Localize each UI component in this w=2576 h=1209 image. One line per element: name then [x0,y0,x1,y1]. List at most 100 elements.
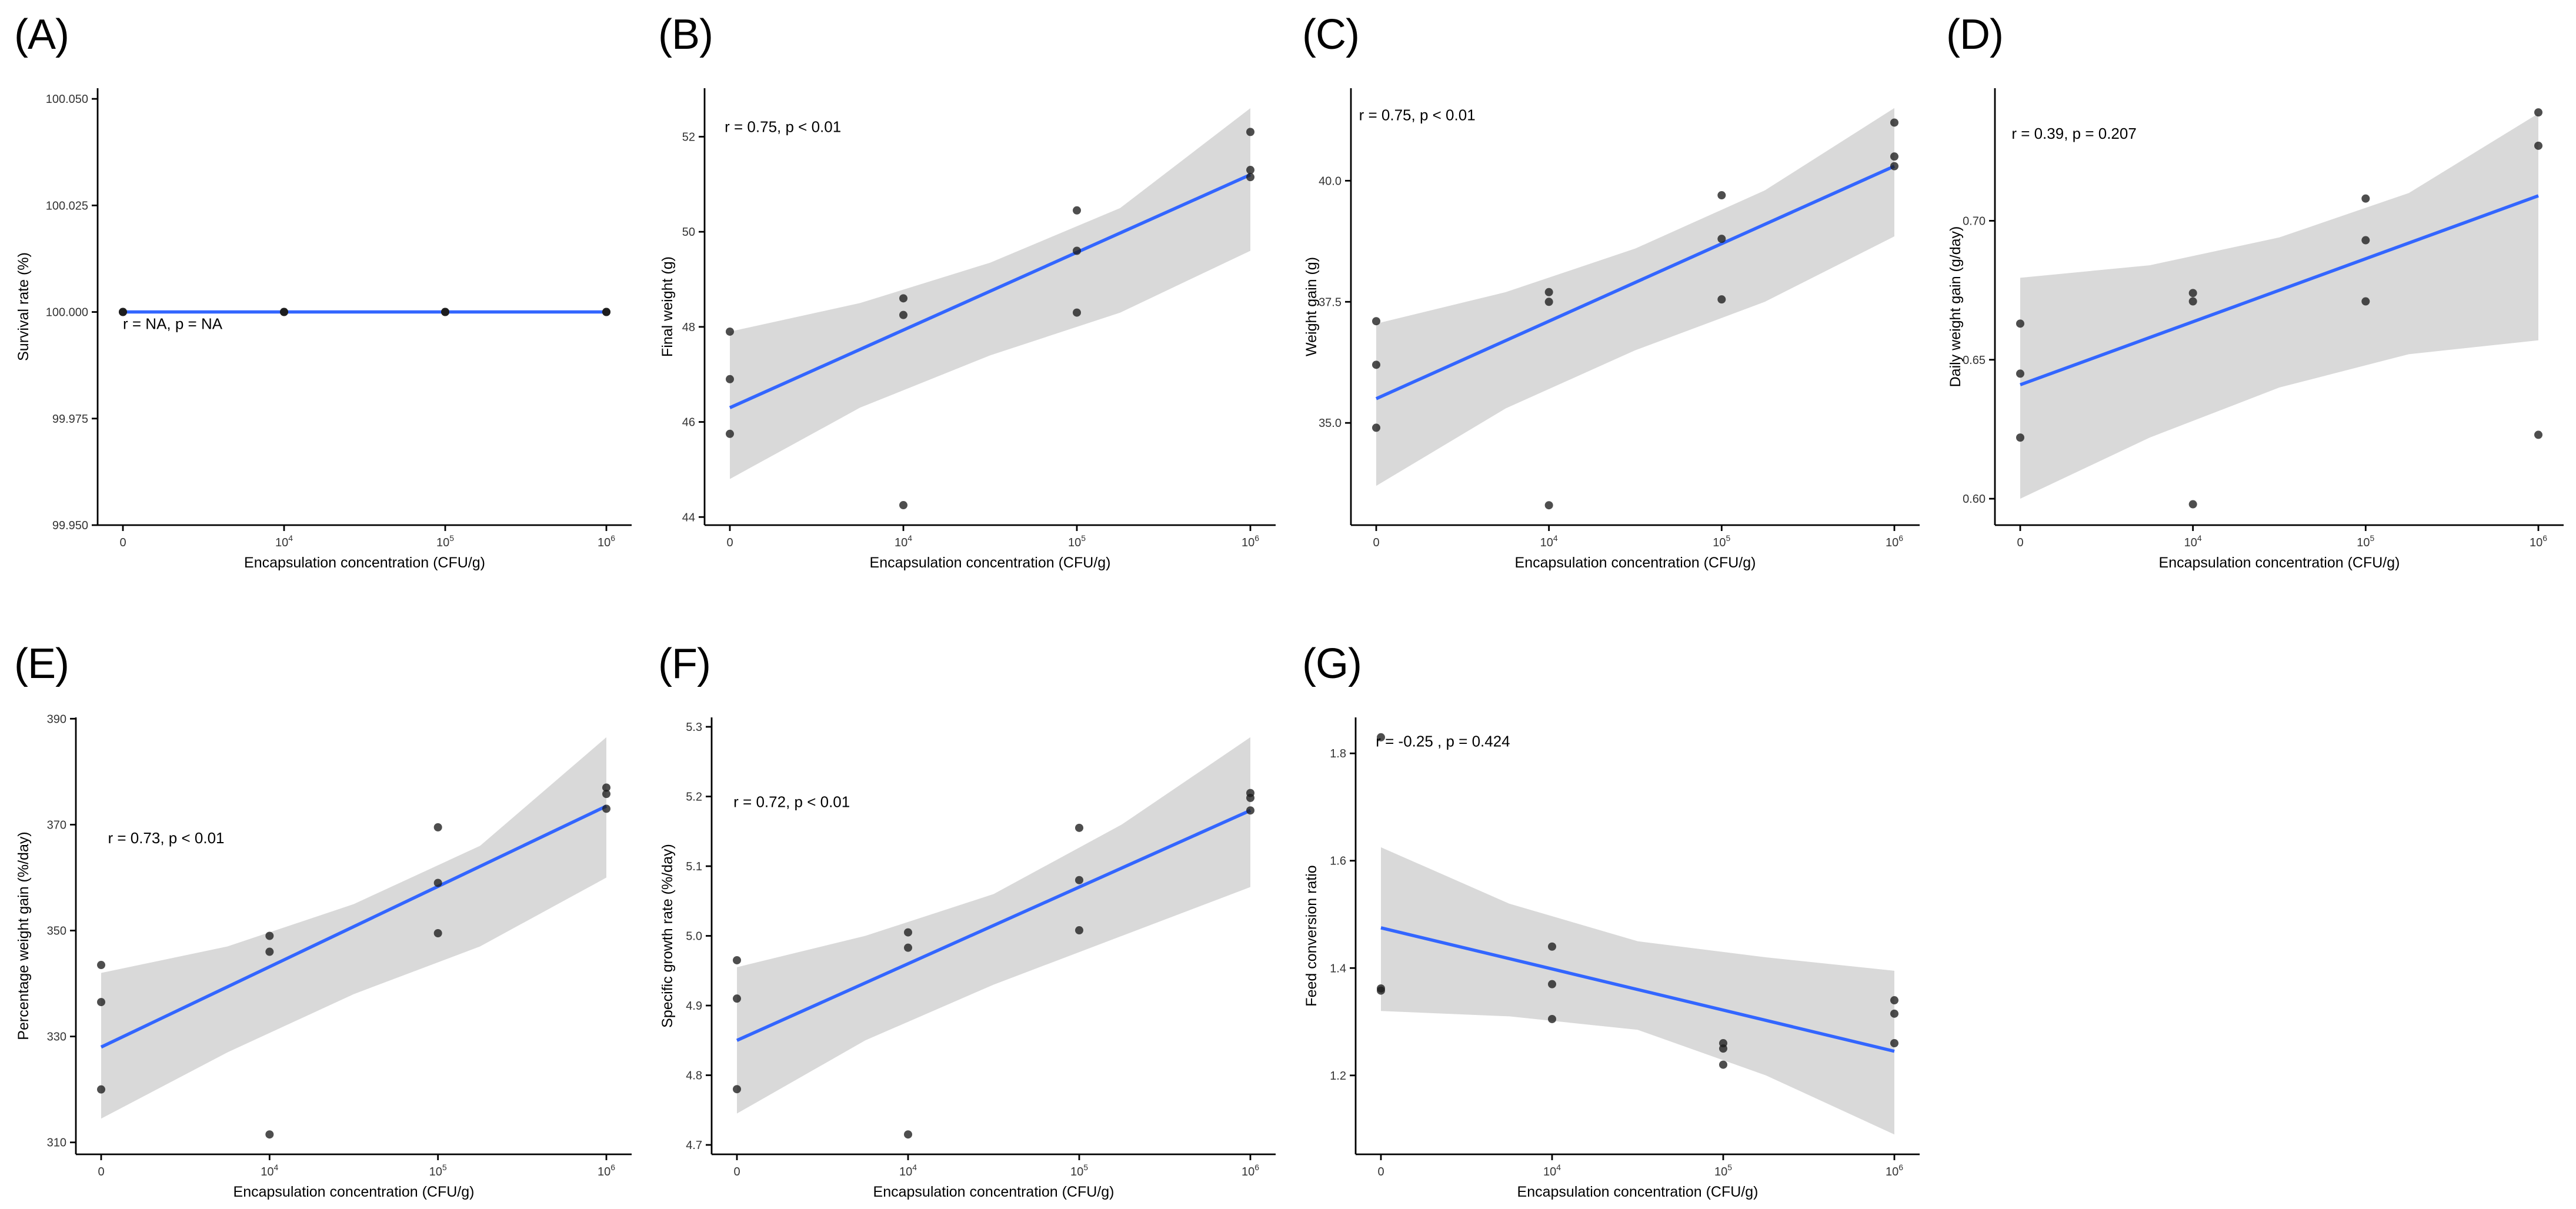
panel-label-e: (E) [14,640,69,687]
x-tick-label: 0 [726,536,733,549]
data-point [265,931,274,940]
x-tick-label: 105 [1068,533,1086,549]
y-tick-label: 40.0 [1319,175,1342,188]
x-tick-label: 104 [1543,1163,1561,1178]
data-point [119,308,127,316]
data-point [2016,369,2024,378]
data-point [265,1130,274,1139]
x-tick-label: 104 [895,533,912,549]
data-point [1890,1009,1898,1018]
data-point [1246,793,1254,802]
x-tick-label: 0 [98,1165,104,1178]
y-tick-label: 35.0 [1319,417,1342,430]
x-tick-label: 0 [1373,536,1379,549]
x-tick-label: 105 [1713,533,1730,549]
data-point [1717,295,1726,304]
y-tick-label: 52 [682,131,695,143]
data-point [904,1130,912,1139]
x-tick-label: 106 [598,533,615,549]
percentage-weight-gain-chart: 310 330 350 370 390 0 104 105 106 Encapsulation c… [15,713,632,1200]
y-tick-label: 1.2 [1330,1070,1346,1083]
y-axis-title: Weight gain (g) [1303,257,1320,356]
data-point [1544,298,1553,306]
data-point [1890,118,1898,127]
data-point [904,928,912,937]
weight-gain-chart: 35.0 37.5 40.0 0 104 105 106 Encapsulation conc… [1303,88,1920,571]
y-tick-label: 46 [682,416,695,429]
x-axis-title: Encapsulation concentration (CFU/g) [873,1184,1115,1200]
y-tick-label: 37.5 [1319,296,1342,309]
regression-line [1380,926,1895,1053]
panel-a: 99.950 99.975 100.000 100.025 100.050 0 104 105… [0,0,644,604]
data-point [97,1085,105,1094]
data-point [602,790,610,799]
y-tick-label: 48 [682,321,695,334]
regression-line [100,804,608,1049]
y-tick-label: 44 [682,511,695,524]
correlation-annotation: r = -0.25 , p = 0.424 [1376,732,1510,750]
data-point [1372,360,1380,369]
y-axis-title: Daily weight gain (g/day) [1947,226,1964,388]
data-point [899,310,907,319]
correlation-annotation: r = 0.72, p < 0.01 [733,793,850,810]
data-point [2188,297,2197,306]
data-point [1246,166,1254,175]
x-tick-label: 0 [733,1165,740,1178]
y-tick-label: 1.4 [1330,962,1346,975]
regression-line [736,809,1252,1042]
data-point [2361,236,2370,245]
data-point [2016,433,2024,442]
x-axis-title: Encapsulation concentration (CFU/g) [870,555,1111,571]
data-point [1890,152,1898,161]
panel-label-a: (A) [14,11,69,58]
y-axis-title: Specific growth rate (%/day) [659,844,676,1028]
data-point [265,947,274,956]
data-point [726,375,734,383]
x-tick-label: 106 [1242,533,1259,549]
data-point [97,961,105,970]
data-point [433,879,442,887]
correlation-annotation: r = 0.73, p < 0.01 [108,829,224,847]
x-tick-label: 105 [1070,1163,1088,1178]
y-tick-label: 100.025 [46,199,88,212]
data-point [2534,141,2542,150]
x-axis-title: Encapsulation concentration (CFU/g) [1515,555,1756,571]
y-tick-label: 0.70 [1963,215,1986,228]
y-tick-label: 100.000 [46,306,88,319]
x-axis-title: Encapsulation concentration (CFU/g) [1517,1184,1759,1200]
data-point [1377,733,1385,742]
data-point [733,1085,741,1094]
data-point [1246,128,1254,136]
data-point [1544,288,1553,296]
y-tick-label: 370 [47,819,66,831]
panel-e: 310 330 350 370 390 0 104 105 106 Encapsulation c… [0,604,644,1209]
panel-f: 4.7 4.8 4.9 5.0 5.1 5.2 5.3 0 104 105 106 Encapsula… [644,604,1288,1209]
panel-label-g: (G) [1302,640,1362,687]
y-tick-label: 99.950 [52,519,88,532]
empty-cell [1932,604,2576,1209]
data-point [2188,500,2197,509]
y-tick-label: 5.3 [686,721,702,734]
data-point [1372,423,1380,432]
y-tick-label: 330 [47,1031,66,1044]
y-axis-title: Percentage weight gain (%/day) [15,831,32,1040]
x-tick-label: 104 [2184,533,2202,549]
regression-line [2020,194,2539,386]
x-tick-label: 105 [436,533,454,549]
data-point [433,929,442,937]
confidence-band [1376,108,1894,486]
x-tick-label: 106 [1242,1163,1259,1178]
data-point [2534,430,2542,439]
data-point [1890,1039,1898,1048]
panel-label-c: (C) [1302,11,1360,58]
x-tick-label: 104 [275,533,293,549]
feed-conversion-ratio-chart: 1.2 1.4 1.6 1.8 0 104 105 106 Encapsulation conc… [1303,717,1920,1200]
y-axis-title: Final weight (g) [659,256,676,357]
confidence-band [2020,113,2538,499]
data-point [733,956,741,964]
x-axis-title: Encapsulation concentration (CFU/g) [2159,555,2400,571]
data-point [1719,1044,1727,1053]
panel-label-b: (B) [658,11,713,58]
data-point [1548,942,1556,951]
x-tick-label: 104 [1540,533,1558,549]
